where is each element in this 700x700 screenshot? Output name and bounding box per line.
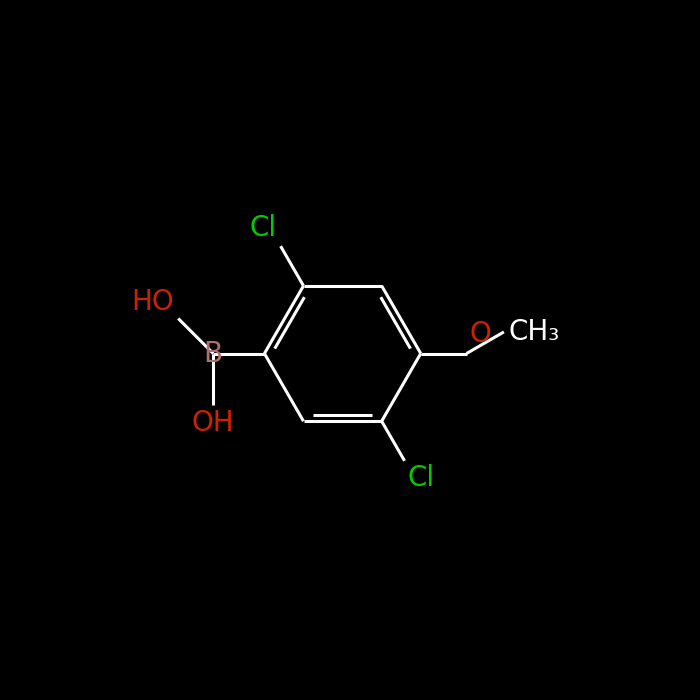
- Text: CH₃: CH₃: [508, 318, 559, 346]
- Text: B: B: [204, 340, 223, 368]
- Text: OH: OH: [192, 409, 234, 437]
- Text: HO: HO: [131, 288, 174, 316]
- Text: Cl: Cl: [407, 463, 435, 491]
- Text: O: O: [469, 320, 491, 348]
- Text: Cl: Cl: [249, 214, 276, 242]
